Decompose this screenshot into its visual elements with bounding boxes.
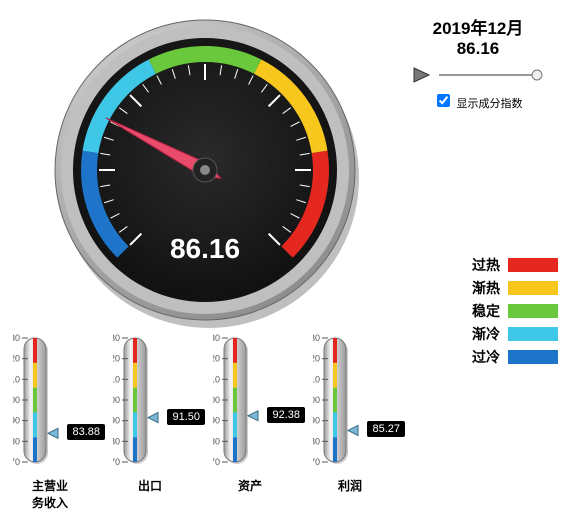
svg-text:100: 100 (213, 395, 220, 405)
checkbox-label: 显示成分指数 (457, 98, 523, 110)
thermo-label: 利润 (305, 477, 395, 494)
thermometer: 70809010011012013085.27利润 (305, 330, 395, 500)
svg-text:110: 110 (113, 374, 120, 384)
svg-text:80: 80 (213, 436, 220, 446)
svg-text:80: 80 (113, 436, 120, 446)
svg-text:100: 100 (13, 395, 20, 405)
legend-row: 稳定 (428, 301, 558, 321)
thermo-label: 主营业 务收入 (5, 477, 95, 511)
thermometer: 70809010011012013083.88主营业 务收入 (5, 330, 95, 500)
legend-swatch (508, 304, 558, 318)
play-icon[interactable] (411, 65, 435, 85)
svg-text:120: 120 (13, 354, 20, 364)
svg-text:90: 90 (313, 416, 320, 426)
svg-text:100: 100 (113, 395, 120, 405)
thermometer: 70809010011012013091.50出口 (105, 330, 195, 500)
legend-row: 渐热 (428, 278, 558, 298)
svg-text:80: 80 (313, 436, 320, 446)
show-components-checkbox[interactable]: 显示成分指数 (433, 98, 522, 110)
thermo-value-badge: 85.27 (367, 421, 405, 437)
legend-row: 渐冷 (428, 324, 558, 344)
legend-swatch (508, 258, 558, 272)
legend-label: 过热 (472, 255, 500, 275)
svg-text:130: 130 (213, 333, 220, 343)
svg-text:120: 120 (213, 354, 220, 364)
svg-text:130: 130 (13, 333, 20, 343)
thermometer: 70809010011012013092.38资产 (205, 330, 295, 500)
legend-row: 过热 (428, 255, 558, 275)
slider-track[interactable] (435, 65, 545, 85)
svg-text:90: 90 (113, 416, 120, 426)
controls-panel: 2019年12月 86.16 显示成分指数 (398, 14, 558, 111)
legend-label: 过冷 (472, 347, 500, 367)
legend-swatch (508, 350, 558, 364)
thermo-value-badge: 91.50 (167, 409, 205, 425)
thermo-value-badge: 83.88 (67, 424, 105, 440)
legend-row: 过冷 (428, 347, 558, 367)
svg-text:86.16: 86.16 (170, 233, 240, 264)
svg-text:120: 120 (313, 354, 320, 364)
thermo-label: 出口 (105, 477, 195, 494)
thermo-value-badge: 92.38 (267, 407, 305, 423)
svg-text:110: 110 (213, 374, 220, 384)
svg-text:70: 70 (213, 457, 220, 467)
legend-label: 渐冷 (472, 324, 500, 344)
legend: 过热渐热稳定渐冷过冷 (428, 252, 558, 370)
component-thermometers: 70809010011012013083.88主营业 务收入7080901001… (0, 330, 400, 500)
svg-text:70: 70 (313, 457, 320, 467)
legend-label: 稳定 (472, 301, 500, 321)
show-components-input[interactable] (437, 94, 450, 107)
svg-text:110: 110 (13, 374, 20, 384)
svg-text:110: 110 (313, 374, 320, 384)
thermo-label: 资产 (205, 477, 295, 494)
svg-text:90: 90 (13, 416, 20, 426)
svg-text:70: 70 (113, 457, 120, 467)
main-gauge: 86.16 (40, 10, 370, 330)
svg-text:70: 70 (13, 457, 20, 467)
date-label: 2019年12月 (398, 14, 558, 39)
svg-text:120: 120 (113, 354, 120, 364)
svg-text:80: 80 (13, 436, 20, 446)
svg-text:130: 130 (113, 333, 120, 343)
legend-swatch (508, 281, 558, 295)
svg-text:100: 100 (313, 395, 320, 405)
svg-text:130: 130 (313, 333, 320, 343)
main-value-label: 86.16 (398, 39, 558, 59)
svg-text:90: 90 (213, 416, 220, 426)
time-slider[interactable] (398, 65, 558, 85)
legend-label: 渐热 (472, 278, 500, 298)
legend-swatch (508, 327, 558, 341)
